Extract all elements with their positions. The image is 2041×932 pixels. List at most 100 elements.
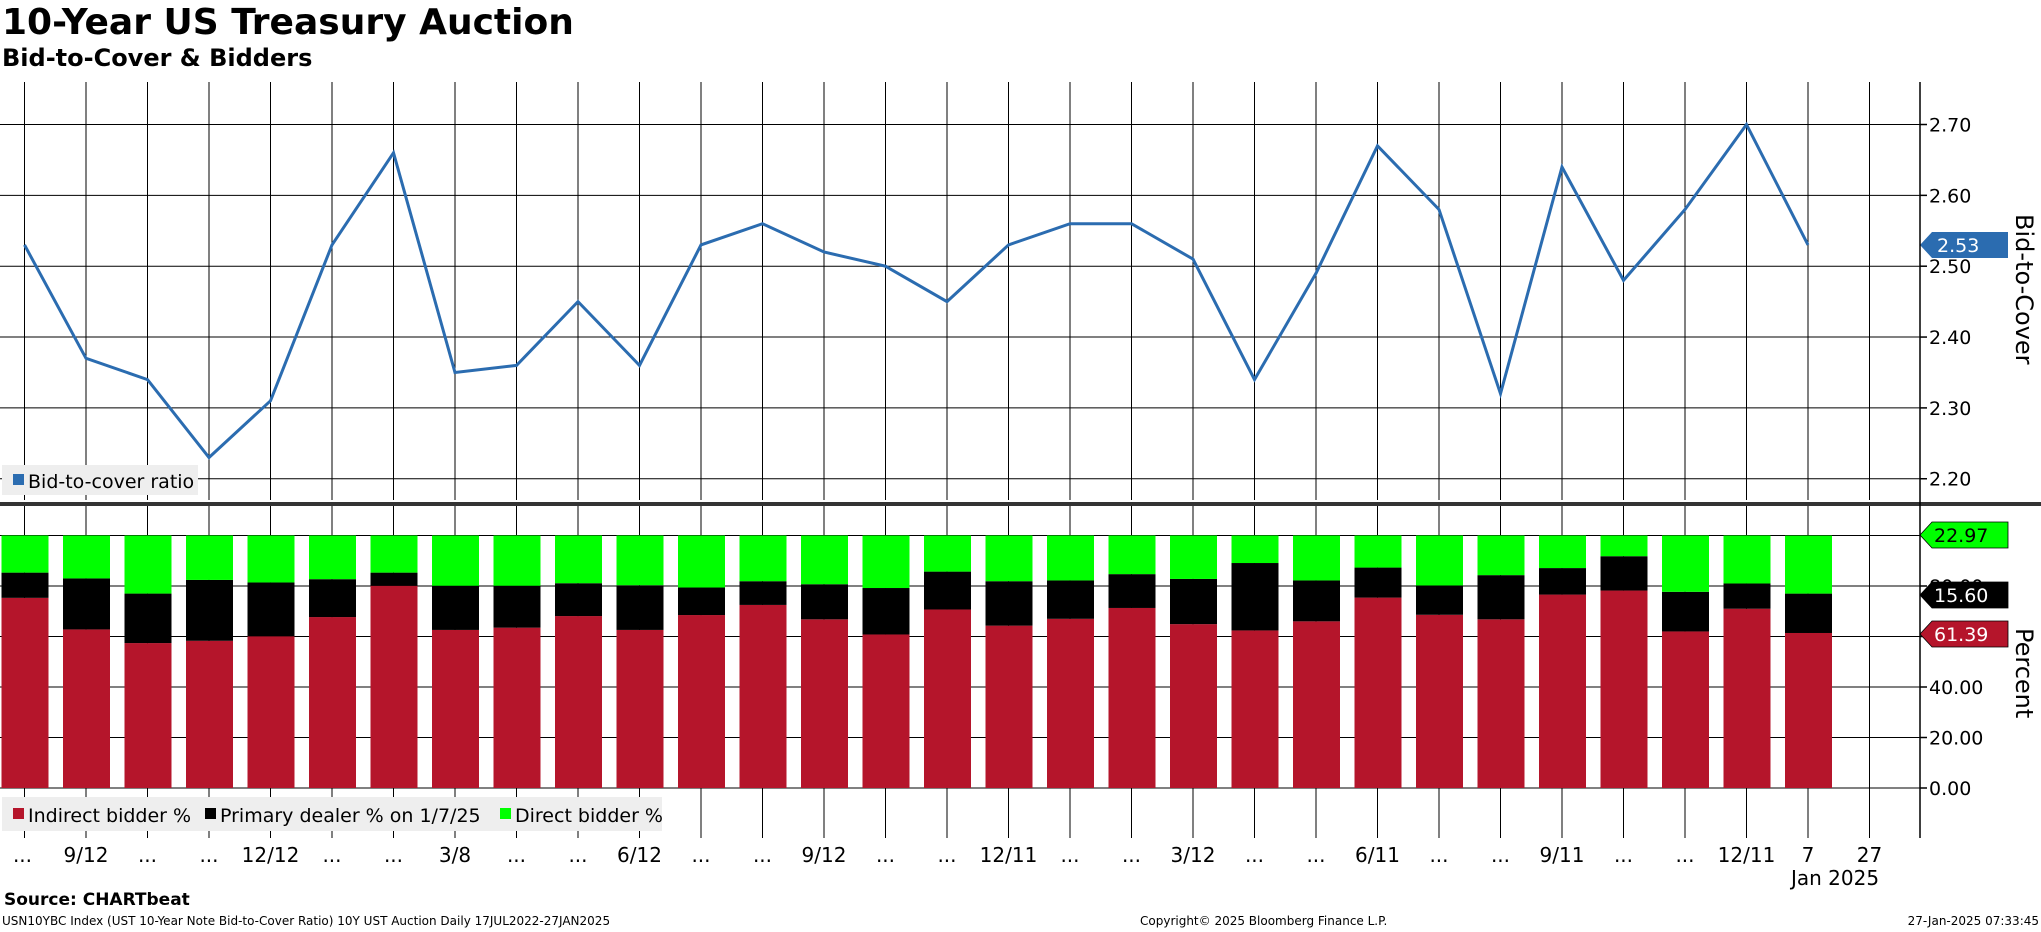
bar-primary-dealer [63,578,110,630]
bar-primary-dealer [493,585,541,628]
bar-indirect [739,604,787,788]
bar-direct [678,535,725,588]
last-value-text: 15.60 [1934,585,1988,607]
bar-direct [1047,535,1094,581]
bar-indirect [1723,608,1771,788]
xtick-label: ... [1245,843,1264,867]
xtick-label: ... [753,843,772,867]
footer-timestamp: 27-Jan-2025 07:33:45 [1907,914,2039,928]
bar-direct [124,535,172,594]
panel-divider [0,502,2041,506]
bar-indirect [432,629,479,788]
last-value-tag [1919,521,2009,549]
xtick-label: ... [1491,843,1510,867]
bar-direct [247,535,295,583]
bar-primary-dealer [985,581,1033,626]
xtick-label: ... [1060,843,1079,867]
ytick-label: 2.60 [1929,185,1971,207]
bar-direct [1477,535,1525,576]
legend-label-bid-to-cover: Bid-to-cover ratio [28,471,194,493]
bar-direct [985,535,1033,582]
bar-direct [1600,535,1648,557]
bar-primary-dealer [1539,568,1586,595]
bar-primary-dealer [1785,593,1832,633]
bar-direct [493,535,541,586]
bar-direct [1785,535,1832,594]
bar-primary-dealer [186,579,233,641]
bar-direct [1170,535,1217,579]
bar-direct [1293,535,1340,581]
bidders-legend: Indirect bidder % Primary dealer % on 1/… [2,797,663,831]
bar-direct [1539,535,1586,569]
xtick-label: 27 [1857,843,1882,867]
bar-primary-dealer [1047,580,1094,619]
xtick-label: ... [199,843,218,867]
source-note: Source: CHARTbeat [4,890,190,910]
xtick-label: ... [507,843,526,867]
x-axis-year-label: Jan 2025 [1789,866,1879,890]
legend-swatch-direct [500,808,511,819]
last-value-tag [1920,231,2008,258]
xtick-label: ... [937,843,956,867]
bar-indirect [1047,618,1094,788]
bidders-last-values: 22.97 15.60 61.39 [1919,521,2009,648]
xtick-label: 7 [1802,843,1815,867]
bar-direct [1662,535,1709,592]
bar-direct [432,535,479,586]
xtick-label: ... [138,843,157,867]
bar-indirect [1539,594,1586,788]
bar-primary-dealer [1170,578,1217,625]
xtick-label: ... [1614,843,1633,867]
bar-indirect [63,629,110,788]
ytick-label: 2.70 [1929,115,1971,137]
bar-primary-dealer [432,585,479,630]
bar-direct [739,535,787,582]
bar-indirect [1293,621,1340,788]
bar-indirect [862,634,910,788]
bar-direct [309,535,356,580]
bar-indirect [1785,632,1832,788]
bar-indirect [1354,597,1402,788]
bar-indirect [1662,631,1709,788]
ytick-label: 40.00 [1929,677,1983,699]
ytick-label: 0.00 [1929,778,1971,800]
bar-primary-dealer [1477,575,1525,620]
ytick-label: 2.30 [1929,398,1971,420]
bar-direct [1231,535,1279,564]
last-value-text: 61.39 [1934,624,1988,646]
bar-primary-dealer [1723,583,1771,609]
bar-indirect [493,627,541,788]
chart-subtitle: Bid-to-Cover & Bidders [2,44,313,72]
bar-direct [555,535,602,584]
bar-primary-dealer [1354,567,1402,598]
xtick-label: ... [384,843,403,867]
xtick-label: 9/12 [64,843,109,867]
bar-primary-dealer [247,582,295,637]
xtick-label: ... [1122,843,1141,867]
bar-direct [862,535,910,589]
xtick-label: 3/12 [1171,843,1216,867]
ytick-label: 2.40 [1929,327,1971,349]
xtick-label: ... [1306,843,1325,867]
bid-to-cover-last-value: 2.53 [1920,231,2008,258]
xtick-label: ... [568,843,587,867]
bid-to-cover-gridlines [0,124,1920,480]
xtick-label: 12/11 [1718,843,1776,867]
xtick-label: ... [1429,843,1448,867]
bar-primary-dealer [1293,580,1340,622]
bar-indirect [985,625,1033,788]
xtick-label: ... [13,843,32,867]
bar-indirect [555,616,602,788]
bid-to-cover-axis-label: Bid-to-Cover [2010,214,2038,365]
bar-direct [186,535,233,580]
footer-index-description: USN10YBC Index (UST 10-Year Note Bid-to-… [2,914,611,928]
bar-indirect [678,615,725,788]
xtick-label: 6/12 [617,843,662,867]
bar-primary-dealer [862,588,910,635]
last-value-tag [1919,581,2009,609]
bar-direct [616,535,664,586]
bar-primary-dealer [1108,574,1156,608]
